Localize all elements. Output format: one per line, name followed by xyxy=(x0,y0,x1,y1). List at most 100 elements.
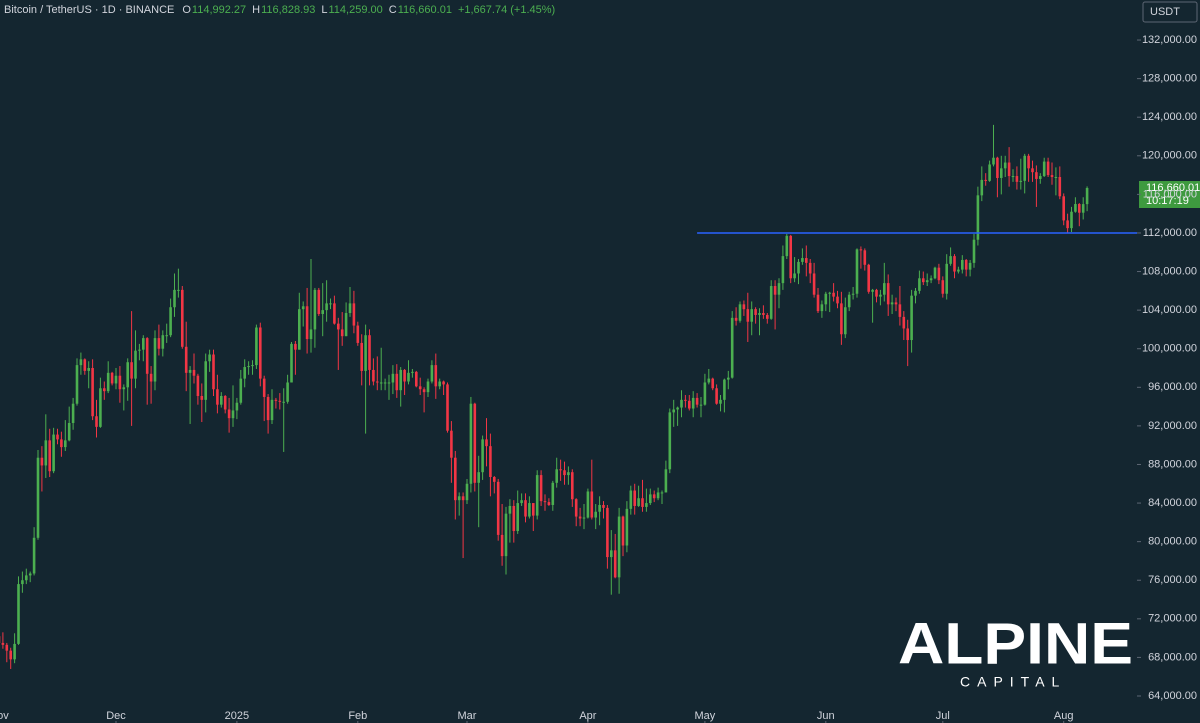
candle-body xyxy=(340,329,344,337)
candle-body xyxy=(36,457,40,538)
logo: ALPINE CAPITAL xyxy=(898,611,1133,689)
candle-body xyxy=(457,496,461,501)
candle-body xyxy=(543,501,547,503)
x-tick-label: Mar xyxy=(458,710,477,722)
candle-body xyxy=(99,388,102,427)
candle-body xyxy=(325,303,328,311)
candle-body xyxy=(1011,176,1015,178)
candle-body xyxy=(477,472,480,483)
candle-body xyxy=(270,399,274,421)
candle-body xyxy=(278,400,282,402)
candle-body xyxy=(707,378,711,383)
candle-body xyxy=(500,534,504,557)
currency-button[interactable]: USDT xyxy=(1142,1,1198,23)
candle-body xyxy=(1015,176,1019,182)
y-tick-label: 92,000.00 xyxy=(1148,420,1197,432)
candle-body xyxy=(259,327,262,379)
candle-body xyxy=(1062,196,1065,221)
candle-body xyxy=(134,350,137,379)
candle-body xyxy=(524,500,527,517)
candle-body xyxy=(688,400,691,409)
candle-body xyxy=(212,354,215,390)
currency[interactable]: USDT xyxy=(1150,6,1180,18)
candle-body xyxy=(317,289,321,314)
y-tick-label: 80,000.00 xyxy=(1148,536,1197,548)
logo-sub: CAPITAL xyxy=(960,674,1066,690)
x-tick-label: 2025 xyxy=(225,710,249,722)
candle-body xyxy=(67,422,71,441)
candle-body xyxy=(60,439,63,448)
candle-body xyxy=(645,503,648,507)
ohlc-key: C xyxy=(389,4,397,16)
candle-body xyxy=(629,490,633,509)
currency-box[interactable] xyxy=(1142,1,1198,23)
candle-body xyxy=(399,369,402,391)
candle-body xyxy=(625,508,629,546)
candle-body xyxy=(875,289,878,297)
candle-body xyxy=(633,490,636,506)
candle-body xyxy=(734,317,738,321)
ohlc-value: 116,828.93 xyxy=(261,4,315,16)
y-tick-label: 100,000.00 xyxy=(1142,343,1197,355)
candle-body xyxy=(1081,204,1085,213)
candle-body xyxy=(110,372,114,384)
y-tick-label: 68,000.00 xyxy=(1148,651,1197,663)
ohlc-value: 114,992.27 xyxy=(192,4,246,16)
y-tick-label: 128,000.00 xyxy=(1142,73,1197,85)
candle-body xyxy=(83,359,87,371)
candle-body xyxy=(508,505,512,514)
candle-body xyxy=(988,164,991,181)
candle-body xyxy=(964,259,968,270)
logo-name: ALPINE xyxy=(898,611,1133,676)
candle-body xyxy=(879,294,882,297)
candle-body xyxy=(968,262,972,270)
plot-area xyxy=(0,124,1137,669)
candle-body xyxy=(676,407,679,410)
candle-body xyxy=(516,503,519,532)
candle-body xyxy=(56,434,59,440)
candle-body xyxy=(571,472,574,500)
candle-body xyxy=(32,537,36,574)
candle-body xyxy=(586,491,590,518)
candle-body xyxy=(461,496,465,501)
candle-body xyxy=(816,294,820,312)
candle-body xyxy=(415,371,418,387)
candle-body xyxy=(1039,176,1042,179)
candle-body xyxy=(1046,161,1050,176)
candle-body xyxy=(79,359,83,366)
candle-body xyxy=(805,258,808,263)
candle-body xyxy=(890,302,894,305)
candle-body xyxy=(883,283,886,295)
candle-body xyxy=(750,309,753,322)
candle-body xyxy=(980,179,984,196)
candle-body xyxy=(485,439,488,447)
x-tick-label: Jun xyxy=(817,710,835,722)
candle-body xyxy=(567,472,570,476)
candle-body xyxy=(886,283,890,305)
candle-body xyxy=(532,503,535,516)
x-tick-label: Aug xyxy=(1054,710,1074,722)
candle-body xyxy=(637,498,640,506)
candle-body xyxy=(641,498,644,507)
x-tick-label: Dec xyxy=(106,710,126,722)
candle-body xyxy=(610,550,613,558)
candle-body xyxy=(738,304,742,321)
candle-body xyxy=(937,267,941,281)
candle-body xyxy=(867,264,870,292)
y-tick-label: 64,000.00 xyxy=(1148,690,1197,702)
candle-body xyxy=(898,304,902,317)
candle-body xyxy=(664,469,668,493)
candle-body xyxy=(52,434,55,472)
candle-body xyxy=(649,494,652,504)
candle-body xyxy=(434,365,438,387)
candle-body xyxy=(493,477,496,482)
candle-body xyxy=(933,267,937,279)
candle-body xyxy=(832,292,835,297)
ohlc-key: L xyxy=(321,4,327,16)
candle-body xyxy=(13,643,16,660)
candle-body xyxy=(691,397,695,409)
candle-body xyxy=(372,369,375,382)
candle-body xyxy=(114,375,118,384)
ohlc-key: O xyxy=(182,4,191,16)
